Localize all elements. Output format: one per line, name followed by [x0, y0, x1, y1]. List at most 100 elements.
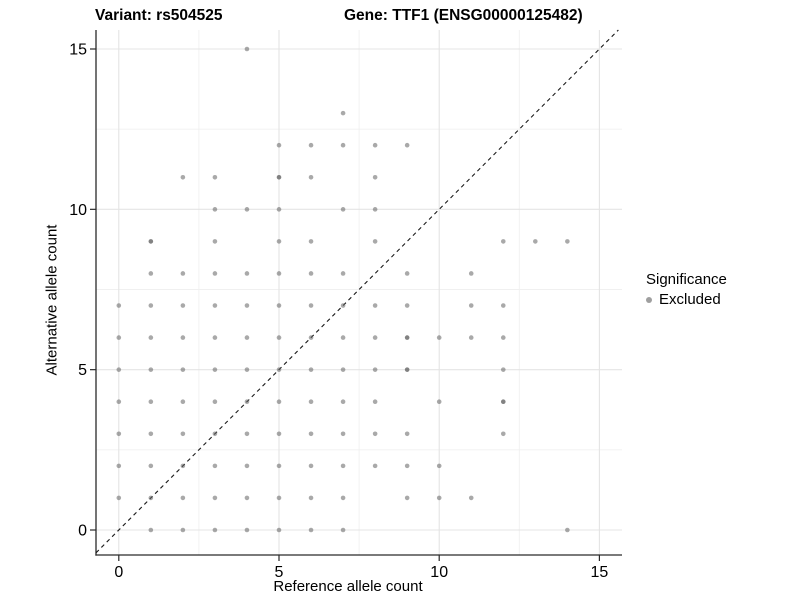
data-point	[116, 431, 122, 437]
data-point	[500, 335, 506, 340]
data-point	[116, 399, 122, 405]
x-tick-label: 15	[591, 564, 609, 581]
y-tick-labels: 0 5 10 15	[69, 41, 87, 539]
data-point	[116, 303, 122, 308]
data-point	[372, 335, 378, 340]
legend-item-label: Excluded	[659, 291, 721, 308]
data-point	[180, 463, 186, 469]
data-point	[148, 431, 154, 437]
data-point	[340, 335, 346, 340]
data-point	[244, 399, 250, 405]
excluded-point-icon	[646, 296, 652, 303]
data-point	[372, 399, 378, 405]
data-point	[436, 495, 442, 501]
data-point	[372, 142, 378, 148]
data-point	[180, 174, 186, 180]
x-tick-label: 0	[114, 564, 123, 581]
data-point	[148, 527, 154, 533]
data-point	[308, 239, 314, 244]
data-point	[276, 142, 282, 148]
data-point	[308, 142, 314, 148]
axis-ticks	[90, 48, 601, 561]
data-point	[404, 463, 410, 469]
data-point	[308, 367, 314, 372]
data-point	[372, 463, 378, 469]
data-point	[404, 431, 410, 437]
x-axis-title: Reference allele count	[273, 578, 423, 595]
data-point	[340, 431, 346, 437]
data-point	[244, 367, 250, 372]
data-point	[308, 335, 314, 340]
data-point	[212, 463, 218, 469]
data-point	[212, 367, 218, 372]
data-point	[116, 495, 122, 501]
data-point	[180, 527, 186, 533]
legend-item-excluded: Excluded	[646, 291, 727, 308]
data-point	[308, 174, 314, 180]
y-tick-label: 10	[69, 202, 87, 219]
data-point	[308, 463, 314, 469]
data-point	[533, 239, 538, 244]
data-point	[340, 303, 346, 308]
data-point	[404, 271, 410, 276]
data-point	[404, 303, 410, 308]
y-tick-label: 5	[78, 362, 87, 379]
data-point	[244, 495, 250, 501]
data-point	[340, 527, 346, 533]
data-point	[212, 495, 218, 501]
x-tick-labels: 0 5 10 15	[114, 564, 608, 581]
plot-title-variant: Variant: rs504525	[95, 7, 223, 24]
data-point	[276, 239, 282, 244]
data-point	[212, 207, 218, 212]
legend: Significance Excluded	[646, 271, 727, 308]
data-point	[404, 142, 410, 148]
data-point	[212, 527, 218, 533]
axis-lines	[95, 30, 622, 556]
data-point	[212, 399, 218, 405]
data-point	[340, 271, 346, 276]
data-point	[276, 463, 282, 469]
data-point	[276, 495, 282, 501]
data-point	[148, 399, 154, 405]
data-point	[372, 174, 378, 180]
data-point	[372, 303, 378, 308]
data-point	[340, 399, 346, 405]
data-point	[468, 271, 474, 276]
data-point	[244, 463, 250, 469]
data-point	[340, 110, 346, 116]
data-point	[340, 207, 346, 212]
data-point	[500, 239, 506, 244]
data-point	[340, 495, 346, 501]
x-tick-label: 10	[430, 564, 448, 581]
data-point	[468, 303, 474, 308]
data-point	[116, 335, 122, 340]
data-point	[308, 271, 314, 276]
data-point	[276, 271, 282, 276]
data-point	[212, 271, 218, 276]
data-point	[276, 174, 282, 180]
data-point	[436, 335, 442, 340]
data-point	[276, 527, 282, 533]
data-point	[276, 303, 282, 308]
data-point	[244, 271, 250, 276]
data-point	[500, 431, 506, 437]
data-point	[436, 399, 442, 405]
data-point	[340, 367, 346, 372]
data-point	[212, 431, 218, 437]
data-point	[148, 463, 154, 469]
data-point	[244, 527, 250, 533]
y-tick-label: 15	[69, 41, 87, 58]
identity-line	[95, 29, 619, 554]
legend-title: Significance	[646, 271, 727, 288]
data-point	[180, 303, 186, 308]
data-point	[148, 271, 154, 276]
data-point	[500, 367, 506, 372]
data-point	[308, 303, 314, 308]
data-point	[148, 367, 154, 372]
data-point	[148, 495, 154, 501]
data-point	[244, 431, 250, 437]
data-point	[148, 239, 154, 244]
data-point	[468, 495, 474, 501]
data-point	[276, 399, 282, 405]
